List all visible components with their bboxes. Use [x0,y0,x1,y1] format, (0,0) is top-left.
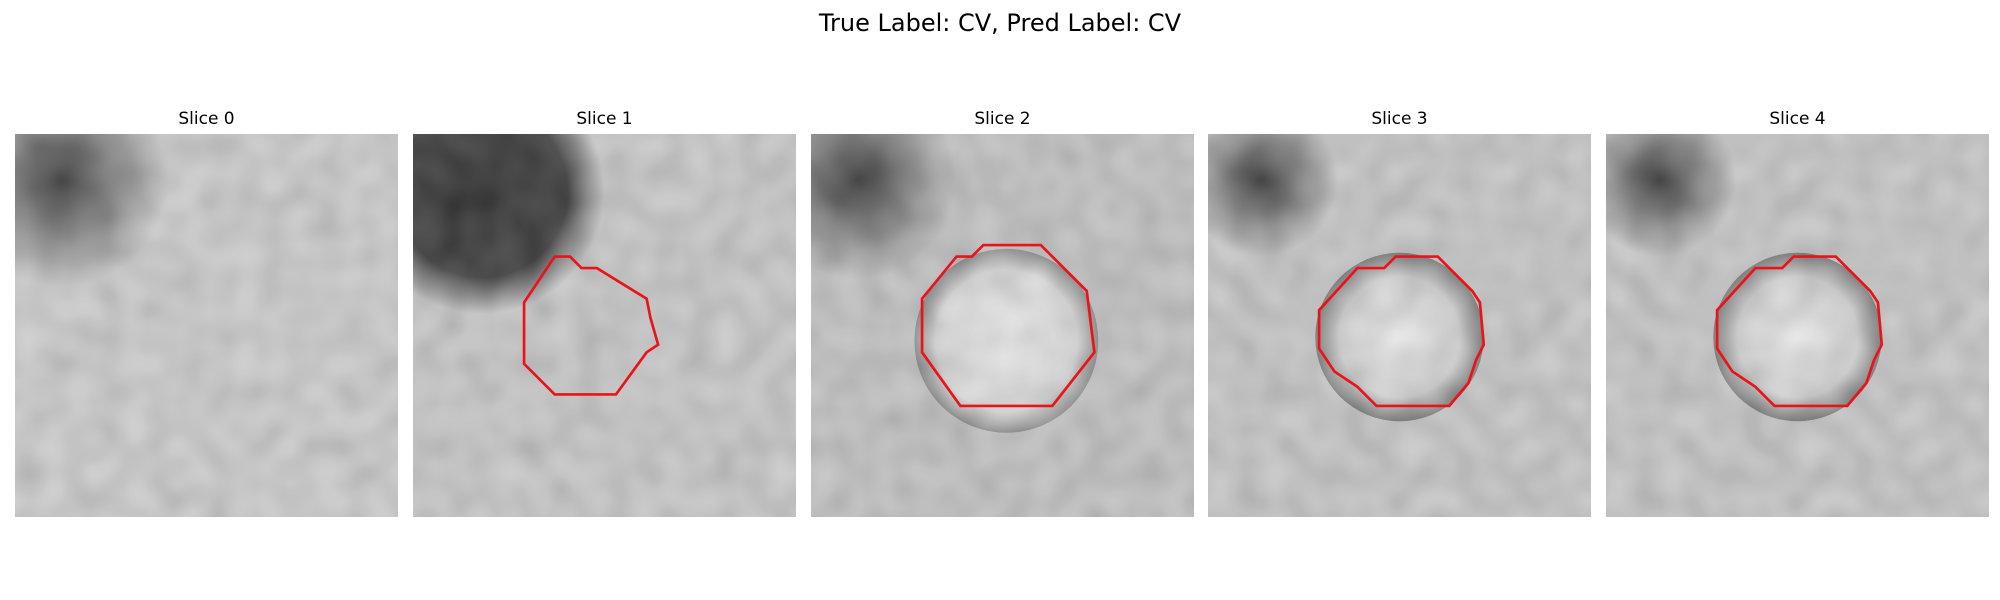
slice-contour [522,255,660,396]
slice-title: Slice 3 [1371,109,1428,129]
slice-title: Slice 0 [178,109,235,129]
slice-image [1606,134,1989,517]
slice-image [1208,134,1591,517]
slice-title: Slice 1 [576,109,633,129]
slice-image [413,134,796,517]
slice-image [811,134,1194,517]
slice-contour [1715,255,1884,408]
figure-title: True Label: CV, Pred Label: CV [818,9,1182,37]
slice-contour [920,243,1096,408]
slice-image [15,134,398,517]
slice-title: Slice 4 [1769,109,1826,129]
slice-title: Slice 2 [974,109,1031,129]
slice-contour [1317,255,1486,408]
